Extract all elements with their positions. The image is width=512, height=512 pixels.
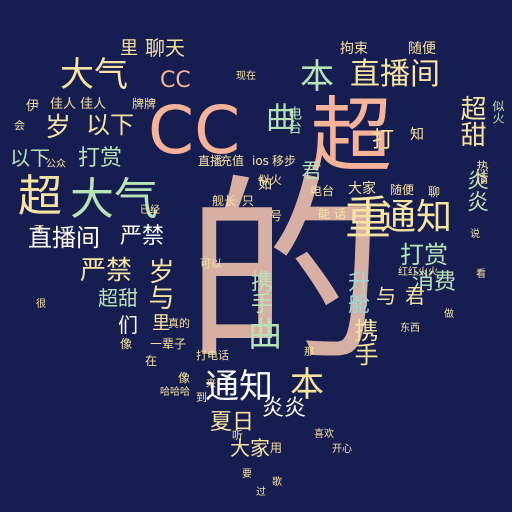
word-yixia-left: 以下 xyxy=(10,146,50,170)
word-dongxi: 东西 xyxy=(400,323,420,334)
word-hahaha: 哈哈哈 xyxy=(160,387,190,398)
word-daqi-top: 大气 xyxy=(60,55,128,95)
word-cc-small: CC xyxy=(160,68,191,93)
word-dadianhua: 打电话 xyxy=(196,349,229,362)
word-xiaofei: 消费 xyxy=(412,270,457,295)
word-dajia-a: 大家 xyxy=(230,436,270,460)
word-dashang-left: 打赏 xyxy=(78,146,123,171)
word-tongzhi-right: 通知 xyxy=(380,197,453,238)
word-zhi2: 只 xyxy=(242,194,255,208)
word-na: 那 xyxy=(304,347,314,358)
word-shengcang: 升舱 xyxy=(344,270,369,314)
word-zhong: 重 xyxy=(345,191,391,245)
word-sui-left: 岁 xyxy=(45,113,72,143)
word-shuo: 说 xyxy=(470,229,480,240)
word-yong: 用 xyxy=(270,441,283,455)
word-zhibojian-left: 直播间 xyxy=(28,224,100,252)
word-jiaren-a: 佳人 xyxy=(50,97,77,112)
word-de: 的 xyxy=(185,158,386,391)
word-keyi: 可以 xyxy=(200,257,222,270)
word-diantai-a: 电台 xyxy=(286,106,302,134)
word-li-a: 里 xyxy=(120,38,138,59)
word-zhibojian-top: 直播间 xyxy=(350,57,440,92)
word-ben-bottom: 本 xyxy=(290,365,324,405)
word-hen: 很 xyxy=(36,299,46,310)
word-cc-large: CC xyxy=(148,92,241,169)
word-dao: 到 xyxy=(196,391,207,404)
word-yi: 伊 xyxy=(26,99,40,114)
word-chaotian-right: 超甜 xyxy=(456,95,486,147)
heart-background xyxy=(26,35,486,501)
word-li-b: 里 xyxy=(152,313,170,334)
word-liaotian: 聊天 xyxy=(145,36,185,60)
word-reqing: 热情 xyxy=(475,160,489,184)
word-zhende: 真的 xyxy=(168,317,190,330)
word-yanjin-a: 严禁 xyxy=(120,224,165,249)
word-kaixin: 开心 xyxy=(332,444,352,455)
word-yijing: 已经 xyxy=(140,205,160,216)
word-zuo: 做 xyxy=(444,309,454,320)
word-kan: 看 xyxy=(476,269,486,280)
word-tongzhi-bottom: 通知 xyxy=(205,367,273,407)
word-yanjin-b: 严禁 xyxy=(80,256,133,286)
word-yanyan-b: 炎炎 xyxy=(463,168,488,212)
word-dajia-b: 大家 xyxy=(348,181,376,197)
word-ru: 如 xyxy=(258,177,272,193)
word-suibian-a: 随便 xyxy=(408,41,436,57)
word-xiang-b: 像 xyxy=(178,371,191,385)
word-diantai-b: 电台 xyxy=(310,184,335,198)
word-ben-top: 本 xyxy=(300,57,334,97)
word-jianzhang: 舰长 xyxy=(212,194,237,208)
word-zai: 在 xyxy=(145,354,158,368)
word-qu-a: 曲 xyxy=(260,102,295,132)
word-xiang-a: 像 xyxy=(120,337,133,351)
word-dashang-right: 打赏 xyxy=(400,241,448,269)
word-ting: 听 xyxy=(232,429,243,442)
word-suibian-b: 随便 xyxy=(390,183,415,197)
word-yu: 与 xyxy=(376,284,396,308)
word-neng: 能 xyxy=(318,207,331,221)
word-chao-small: 超 xyxy=(18,171,62,222)
word-chongzhi: 充值 xyxy=(220,154,245,168)
word-hui: 会 xyxy=(14,119,25,132)
word-jun-b: 君 xyxy=(405,284,425,308)
word-paipai: 牌牌 xyxy=(132,97,157,111)
word-honghonghuohuo: 红红火火 xyxy=(398,267,438,278)
word-sihuo-a: 似火 xyxy=(258,173,283,187)
word-yixia-top: 以下 xyxy=(86,111,134,139)
word-jushu: 拘束 xyxy=(340,41,368,57)
word-chao-large: 超 xyxy=(310,89,393,184)
word-xieshou-b: 携手 xyxy=(350,318,378,366)
word-chaotian-left: 超甜 xyxy=(98,286,138,310)
word-yanyan-a: 炎炎 xyxy=(262,396,307,421)
word-men: 们 xyxy=(118,313,138,337)
word-daqi-left: 大气 xyxy=(70,174,158,225)
word-suiyu: 岁与 xyxy=(144,258,174,310)
word-yao: 要 xyxy=(242,469,252,480)
word-jun-a: 君 xyxy=(298,160,322,180)
word-zhi: 知 xyxy=(410,127,424,143)
word-ke: 可 xyxy=(34,225,44,236)
word-jiaren-b: 佳人 xyxy=(80,97,107,112)
word-xieshou-a: 携手 xyxy=(247,270,272,314)
word-zhibo: 直播 xyxy=(198,154,223,168)
word-da: 打 xyxy=(372,128,395,153)
word-sihuo-b: 似火 xyxy=(491,100,505,124)
word-yibeizi: 一辈子 xyxy=(150,337,187,351)
word-hao: 号 xyxy=(270,209,283,223)
word-qu-b: 曲 xyxy=(248,315,282,355)
word-lai: 来 xyxy=(206,379,216,390)
word-xianzai: 现在 xyxy=(236,71,256,82)
word-ge: 歌 xyxy=(272,477,282,488)
word-xihuan: 喜欢 xyxy=(314,429,334,440)
word-guo: 过 xyxy=(256,487,266,498)
word-ios: ios xyxy=(252,154,269,168)
word-liao: 聊 xyxy=(428,185,441,199)
word-gongzhong: 公众 xyxy=(46,159,66,170)
word-yibu: 移步 xyxy=(272,154,297,168)
word-hua: 话 xyxy=(334,207,347,221)
word-xiari: 夏日 xyxy=(210,410,255,435)
